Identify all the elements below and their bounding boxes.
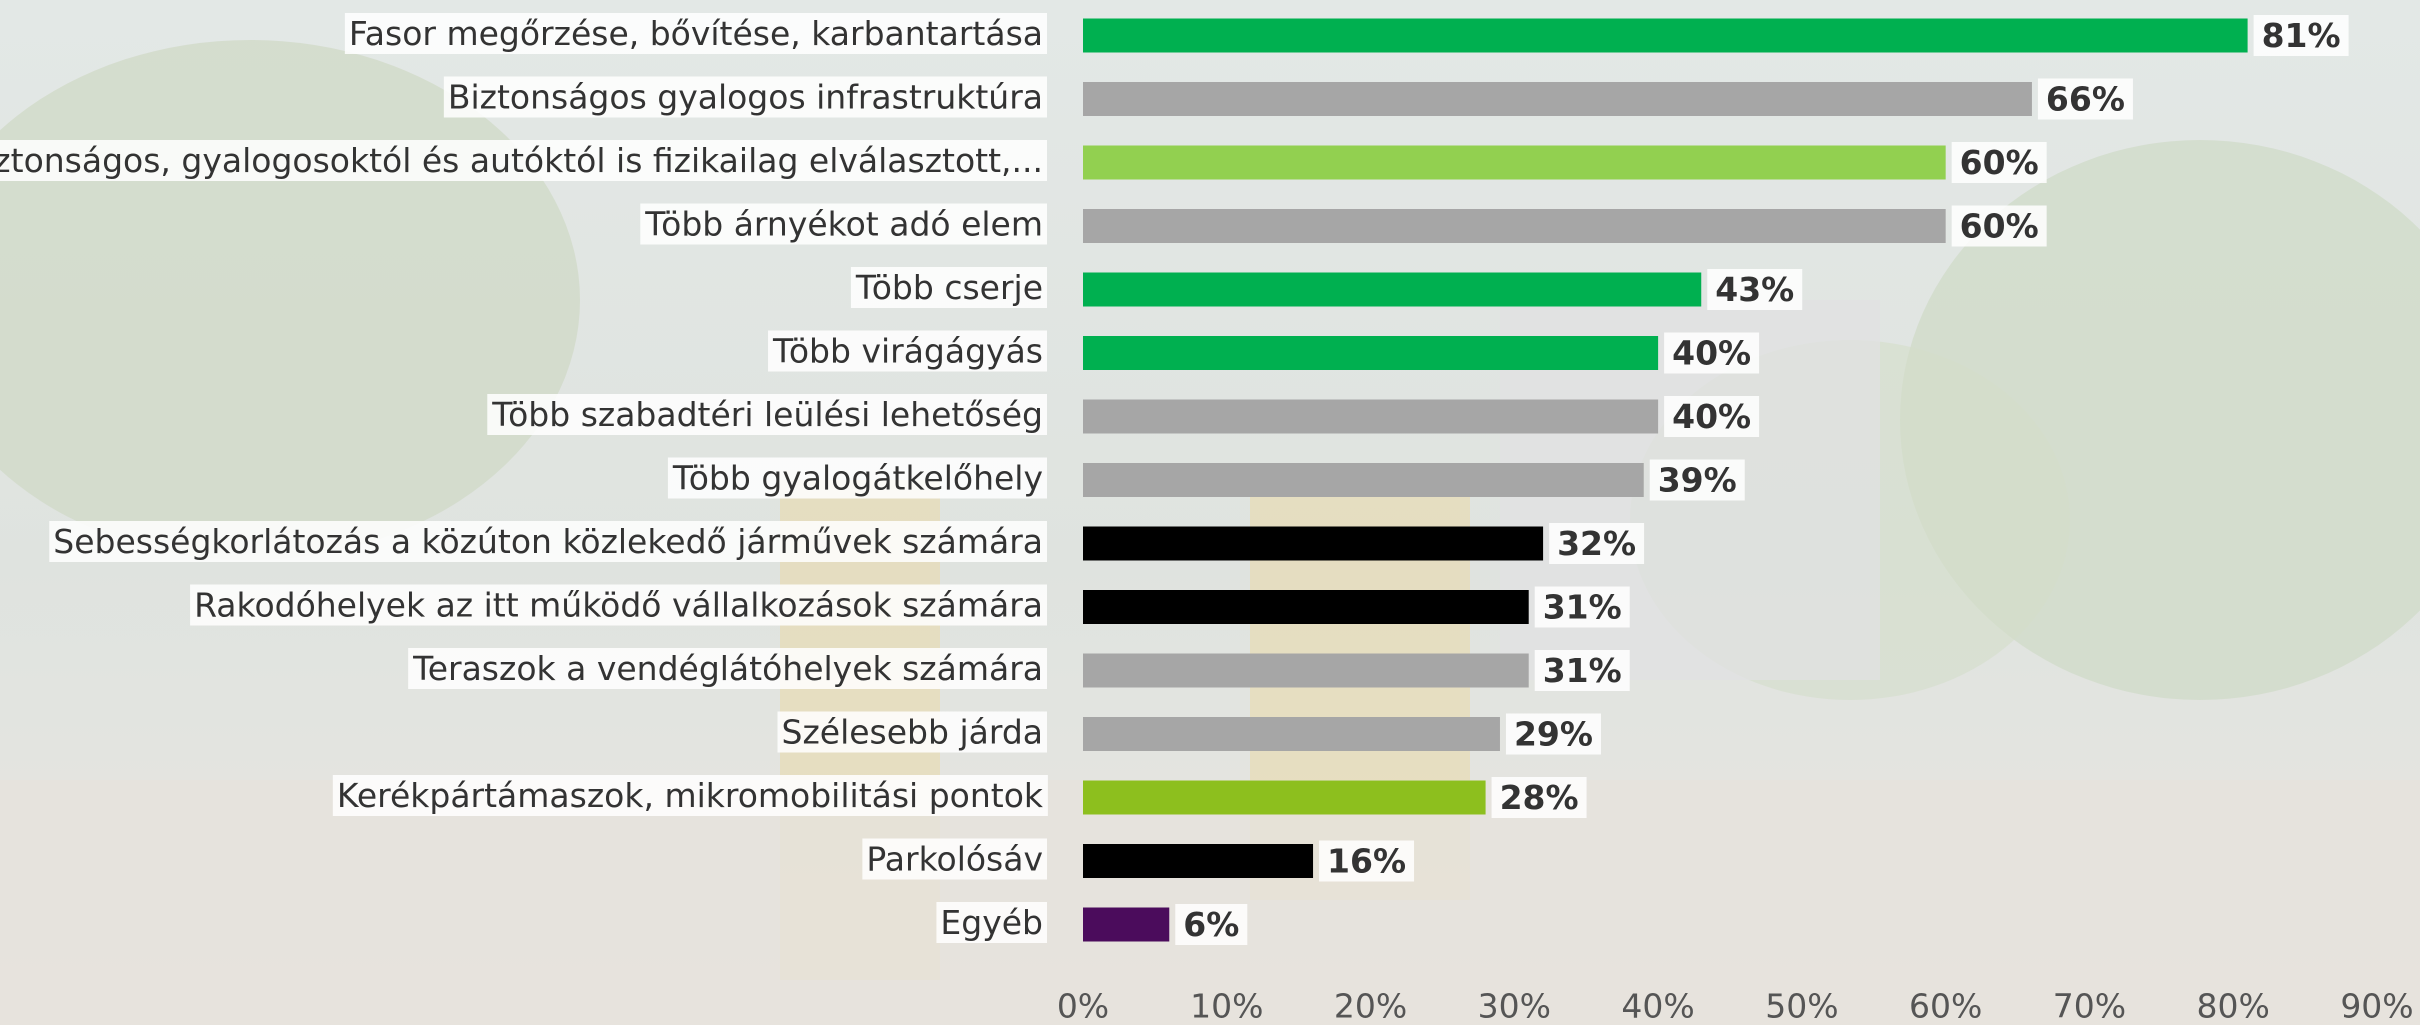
category-label: Kerékpártámaszok, mikromobilitási pontok [337, 776, 1044, 815]
category-label: Több virágágyás [772, 332, 1043, 371]
x-tick-label: 70% [2053, 987, 2126, 1025]
value-label: 6% [1183, 905, 1239, 944]
x-tick-label: 0% [1057, 987, 1109, 1025]
value-label: 40% [1672, 397, 1751, 436]
category-label: Több árnyékot adó elem [644, 205, 1043, 244]
category-label: Szélesebb járda [782, 713, 1043, 752]
category-label: Több cserje [855, 268, 1043, 307]
category-label: Rakodóhelyek az itt működő vállalkozások… [194, 586, 1043, 625]
value-label: 31% [1543, 651, 1622, 690]
category-label: Fasor megőrzése, bővítése, karbantartása [349, 14, 1043, 53]
category-label: Több szabadtéri leülési lehetőség [491, 395, 1043, 434]
x-tick-label: 10% [1190, 987, 1263, 1025]
bar [1083, 82, 2032, 116]
category-label: Biztonságos, gyalogosoktól és autóktól i… [0, 141, 1043, 180]
bar [1083, 336, 1658, 370]
chart: 0% 10% 20% 30% 40% 50% 60% 70% 80% 90% Fasor megőr… [0, 0, 2420, 1025]
value-label: 32% [1557, 524, 1636, 563]
bar [1083, 844, 1313, 878]
value-label: 81% [2262, 16, 2341, 55]
x-tick-label: 20% [1334, 987, 1407, 1025]
bar [1083, 19, 2248, 53]
bar [1083, 146, 1946, 180]
category-label: Teraszok a vendéglátóhelyek számára [412, 649, 1043, 688]
category-label: Sebességkorlátozás a közúton közlekedő j… [53, 522, 1043, 561]
bar [1083, 527, 1543, 561]
page: 0% 10% 20% 30% 40% 50% 60% 70% 80% 90% Fasor megőr… [0, 0, 2420, 1025]
bar [1083, 463, 1644, 497]
category-label: Parkolósáv [866, 840, 1043, 879]
bar [1083, 781, 1486, 815]
value-label: 31% [1543, 588, 1622, 627]
bar [1083, 273, 1701, 307]
bar [1083, 908, 1169, 942]
value-label: 43% [1715, 270, 1794, 309]
x-tick-label: 60% [1909, 987, 1982, 1025]
value-label: 60% [1960, 207, 2039, 246]
bar [1083, 590, 1529, 624]
value-label: 40% [1672, 334, 1751, 373]
x-tick-label: 40% [1621, 987, 1694, 1025]
category-label: Egyéb [940, 903, 1043, 942]
value-label: 39% [1658, 461, 1737, 500]
value-label: 28% [1500, 778, 1579, 817]
value-label: 60% [1960, 143, 2039, 182]
category-label: Több gyalogátkelőhely [672, 459, 1043, 498]
x-tick-label: 90% [2340, 987, 2413, 1025]
category-label: Biztonságos gyalogos infrastruktúra [448, 78, 1043, 117]
bar [1083, 654, 1529, 688]
x-tick-label: 30% [1478, 987, 1551, 1025]
x-tick-label: 80% [2197, 987, 2270, 1025]
value-label: 16% [1327, 842, 1406, 881]
bar [1083, 717, 1500, 751]
value-label: 29% [1514, 715, 1593, 754]
bar [1083, 400, 1658, 434]
bar [1083, 209, 1946, 243]
value-label: 66% [2046, 80, 2125, 119]
x-tick-label: 50% [1765, 987, 1838, 1025]
